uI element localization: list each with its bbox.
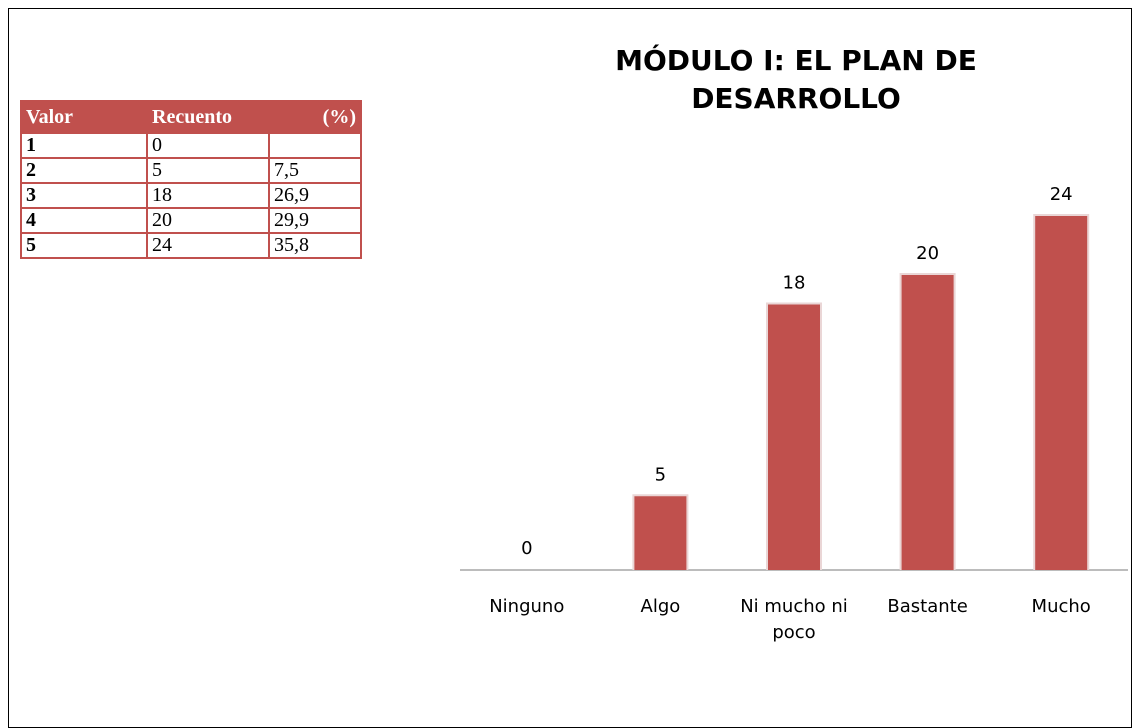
- table-cell: 7,5: [268, 157, 362, 184]
- data-label: 24: [1050, 184, 1073, 205]
- table-cell: [268, 132, 362, 159]
- bar: [901, 275, 954, 570]
- table-cell: 18: [146, 182, 270, 209]
- table-cell: 26,9: [268, 182, 362, 209]
- data-label: 0: [521, 538, 532, 559]
- data-label: 5: [655, 464, 666, 485]
- header-cell: (%): [268, 100, 362, 134]
- bar: [1035, 216, 1088, 570]
- x-tick-label: Ni mucho ni poco: [740, 596, 848, 643]
- table-row: 4 20 29,9: [20, 207, 362, 234]
- table-cell: 20: [146, 207, 270, 234]
- data-label: 20: [916, 243, 939, 264]
- header-cell: Recuento: [146, 100, 270, 134]
- header-row: Valor Recuento (%): [20, 100, 362, 134]
- x-tick-label: Algo: [640, 596, 681, 617]
- table-cell: 4: [20, 207, 148, 234]
- table-cell: 3: [20, 182, 148, 209]
- x-tick-label: Ninguno: [489, 596, 565, 617]
- bar: [634, 496, 687, 570]
- x-tick-label: Bastante: [887, 596, 968, 617]
- bar: [768, 304, 820, 570]
- header-cell: Valor: [20, 100, 148, 134]
- table-row: 5 24 35,8: [20, 232, 362, 259]
- x-tick-label: Mucho: [1031, 596, 1091, 617]
- table-cell: 2: [20, 157, 148, 184]
- data-table: Valor Recuento (%) 1 0 2 5 7,5 3 18 26,9 4 20 29,9 5 2…: [20, 100, 362, 259]
- table-body: 1 0 2 5 7,5 3 18 26,9 4 20 29,9 5 24 35,8: [20, 132, 362, 259]
- chart-title: MÓDULO I: EL PLAN DE DESARROLLO: [615, 44, 977, 115]
- table-cell: 5: [20, 232, 148, 259]
- table-cell: 5: [146, 157, 270, 184]
- table-cell: 35,8: [268, 232, 362, 259]
- table-cell: 29,9: [268, 207, 362, 234]
- table-row: 2 5 7,5: [20, 157, 362, 184]
- table-cell: 24: [146, 232, 270, 259]
- table-row: 3 18 26,9: [20, 182, 362, 209]
- table-cell: 0: [146, 132, 270, 159]
- table-cell: 1: [20, 132, 148, 159]
- data-label: 18: [783, 273, 806, 294]
